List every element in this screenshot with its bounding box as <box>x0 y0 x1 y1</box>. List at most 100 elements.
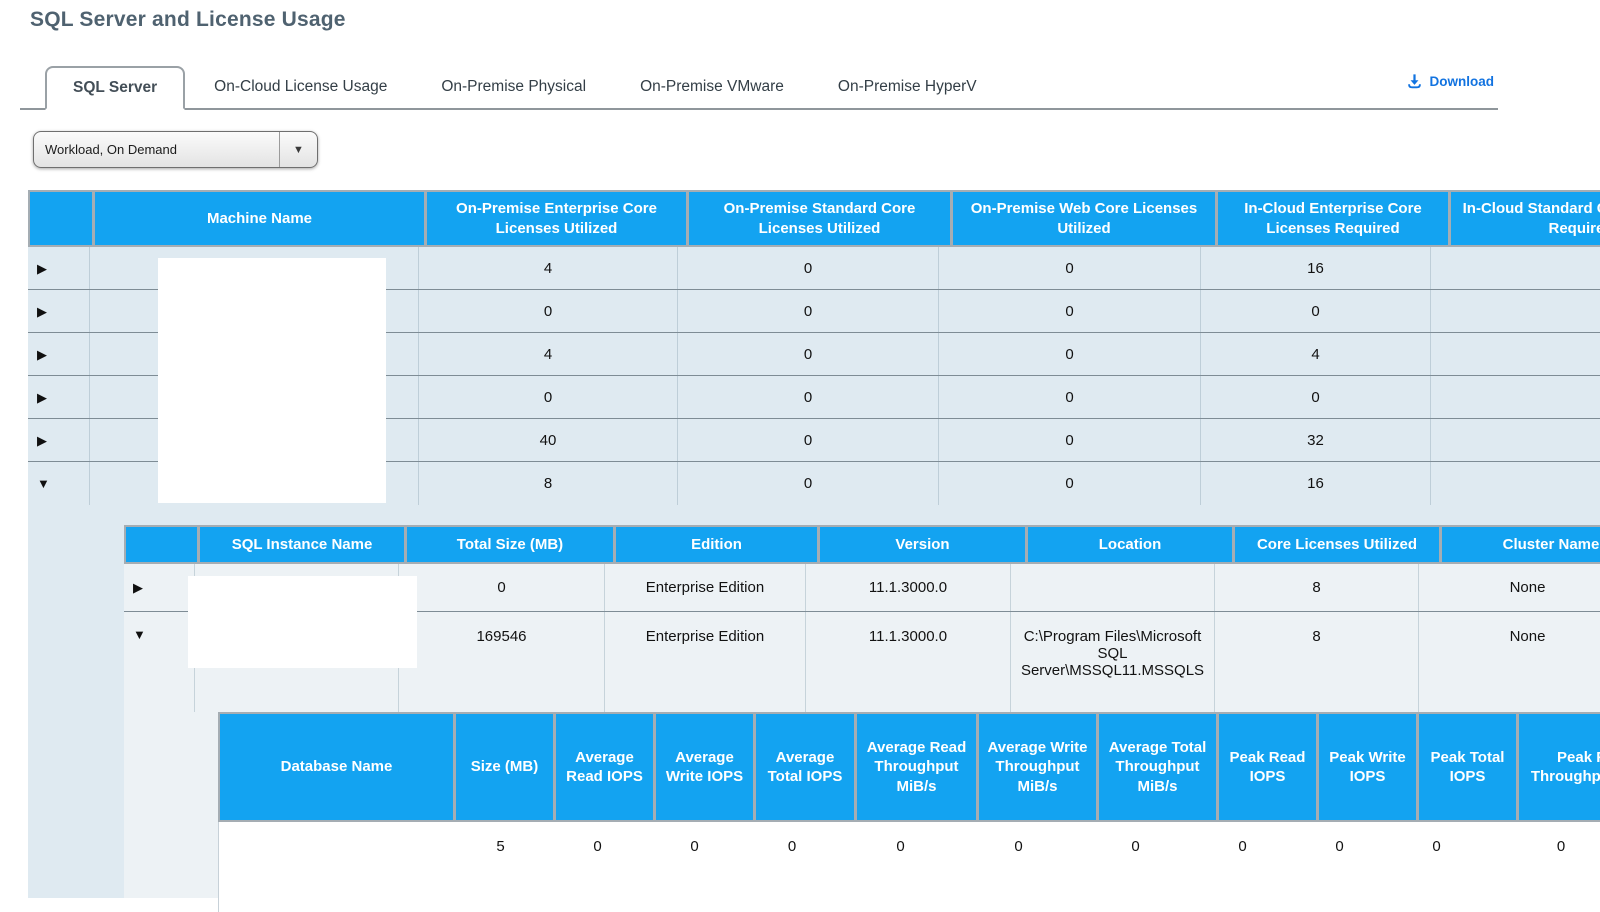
table-cell: 0 <box>1201 376 1431 418</box>
table-cell: Enterprise Edition <box>605 612 806 712</box>
machines-table: Machine Name On-Premise Enterprise Core L… <box>28 190 1600 912</box>
expand-row-icon[interactable]: ▶ <box>37 303 47 319</box>
table-cell: 0 <box>678 290 939 332</box>
tab-on-premise-physical[interactable]: On-Premise Physical <box>441 78 587 95</box>
tab-on-cloud-license-usage[interactable]: On-Cloud License Usage <box>214 78 388 95</box>
column-header: In-Cloud Enterprise Core Licenses Requir… <box>1218 192 1448 245</box>
column-header: Average Total IOPS <box>756 714 854 820</box>
expand-row-icon[interactable]: ▶ <box>133 580 143 595</box>
table-cell: 0 <box>678 419 939 461</box>
table-cell <box>1431 290 1600 332</box>
table-cell: 0 <box>939 247 1201 289</box>
column-header: Machine Name <box>95 192 424 245</box>
table-cell <box>219 822 452 912</box>
table-cell <box>1431 376 1600 418</box>
tab-on-premise-vmware[interactable]: On-Premise VMware <box>640 78 784 95</box>
table-cell: None <box>1419 612 1600 712</box>
column-header: Average Write Throughput MiB/s <box>979 714 1096 820</box>
expand-row-icon[interactable]: ▶ <box>37 346 47 362</box>
column-header: On-Premise Enterprise Core Licenses Util… <box>427 192 686 245</box>
expand-row-icon[interactable]: ▶ <box>37 389 47 405</box>
tab-sql-server[interactable]: SQL Server <box>45 66 186 110</box>
column-header: Database Name <box>220 714 453 820</box>
expand-row-icon[interactable]: ▶ <box>37 260 47 276</box>
table-cell: 0 <box>678 247 939 289</box>
column-header: Average Write IOPS <box>656 714 753 820</box>
table-cell: 0 <box>419 290 678 332</box>
table-cell <box>1431 462 1600 505</box>
table-cell: 0 <box>787 838 797 855</box>
column-header: Edition <box>616 527 817 562</box>
expand-row-icon[interactable]: ▶ <box>37 432 47 448</box>
table-cell <box>1011 564 1215 611</box>
chevron-down-icon: ▼ <box>293 143 304 156</box>
collapse-row-icon[interactable]: ▼ <box>133 627 146 642</box>
table-cell: 0 <box>419 376 678 418</box>
table-cell: 0 <box>939 290 1201 332</box>
table-cell: 0 <box>399 564 605 611</box>
column-header: Peak Read Throughput MiB/s <box>1519 714 1600 820</box>
table-cell: 40 <box>419 419 678 461</box>
column-header: Peak Read IOPS <box>1219 714 1316 820</box>
column-header: Average Total Throughput MiB/s <box>1099 714 1216 820</box>
column-header <box>126 527 197 562</box>
table-cell <box>90 462 419 505</box>
table-header-row: Machine Name On-Premise Enterprise Core L… <box>28 190 1600 247</box>
redaction-box <box>188 576 417 668</box>
column-header: On-Premise Web Core Licenses Utilized <box>953 192 1215 245</box>
table-header-row: Database Name Size (MB) Average Read IOPS A… <box>218 712 1600 822</box>
table-header-row: SQL Instance Name Total Size (MB) Edition V… <box>124 525 1600 564</box>
column-header: Peak Total IOPS <box>1419 714 1516 820</box>
table-cell: 0 <box>1335 838 1344 855</box>
table-cell: 0 <box>1432 838 1441 855</box>
expander-cell: ▶ <box>28 247 90 289</box>
column-header: Version <box>820 527 1025 562</box>
column-header: Location <box>1028 527 1232 562</box>
table-cell: 4 <box>1201 333 1431 375</box>
table-cell: 0 <box>896 838 905 855</box>
workload-dropdown-value: Workload, On Demand <box>45 142 177 157</box>
table-cell: 8 <box>1215 564 1419 611</box>
table-cell <box>1431 247 1600 289</box>
table-cell: 0 <box>593 838 602 855</box>
collapse-row-icon[interactable]: ▼ <box>37 476 50 491</box>
column-header <box>30 192 92 245</box>
table-cell: C:\Program Files\Microsoft SQL Server\MS… <box>1011 612 1215 712</box>
redaction-box <box>158 258 386 503</box>
table-cell: 5 <box>496 838 505 855</box>
table-cell: 0 <box>939 462 1201 505</box>
expander-cell: ▶ <box>28 333 90 375</box>
tab-on-premise-hyperv[interactable]: On-Premise HyperV <box>837 78 977 95</box>
table-cell <box>90 247 419 289</box>
workload-dropdown[interactable]: Workload, On Demand ▼ <box>33 131 318 168</box>
table-cell: 11.1.3000.0 <box>806 612 1011 712</box>
expander-cell: ▼ <box>124 612 195 712</box>
expander-cell: ▼ <box>28 462 90 505</box>
column-header: On-Premise Standard Core Licenses Utiliz… <box>689 192 950 245</box>
table-cell: 0 <box>1014 838 1023 855</box>
table-cell: 16 <box>1201 247 1431 289</box>
table-cell: 0 <box>1238 838 1247 855</box>
databases-table: Database Name Size (MB) Average Read IOPS A… <box>218 712 1600 912</box>
download-button[interactable]: Download <box>1405 72 1494 91</box>
table-cell: 0 <box>939 376 1201 418</box>
table-cell: 0 <box>939 333 1201 375</box>
table-cell: None <box>1419 564 1600 611</box>
tab-bar: SQL Server On-Cloud License Usage On-Pre… <box>20 62 1498 110</box>
table-cell: 0 <box>690 838 699 855</box>
table-cell: 0 <box>1131 838 1140 855</box>
table-cell: 4 <box>419 333 678 375</box>
expander-cell: ▶ <box>28 376 90 418</box>
column-header: Average Read Throughput MiB/s <box>857 714 976 820</box>
table-cell <box>1431 419 1600 461</box>
table-cell <box>90 290 419 332</box>
table-cell: 0 <box>939 419 1201 461</box>
table-cell: 0 <box>1201 290 1431 332</box>
column-header: In-Cloud Standard Core Licenses Required <box>1451 192 1600 245</box>
sql-instances-table: SQL Instance Name Total Size (MB) Edition V… <box>124 525 1600 912</box>
table-cell: 0 <box>678 333 939 375</box>
expander-cell: ▶ <box>124 564 195 611</box>
table-cell: 0 <box>678 462 939 505</box>
table-cell: 32 <box>1201 419 1431 461</box>
dropdown-arrow-button[interactable]: ▼ <box>279 132 317 167</box>
